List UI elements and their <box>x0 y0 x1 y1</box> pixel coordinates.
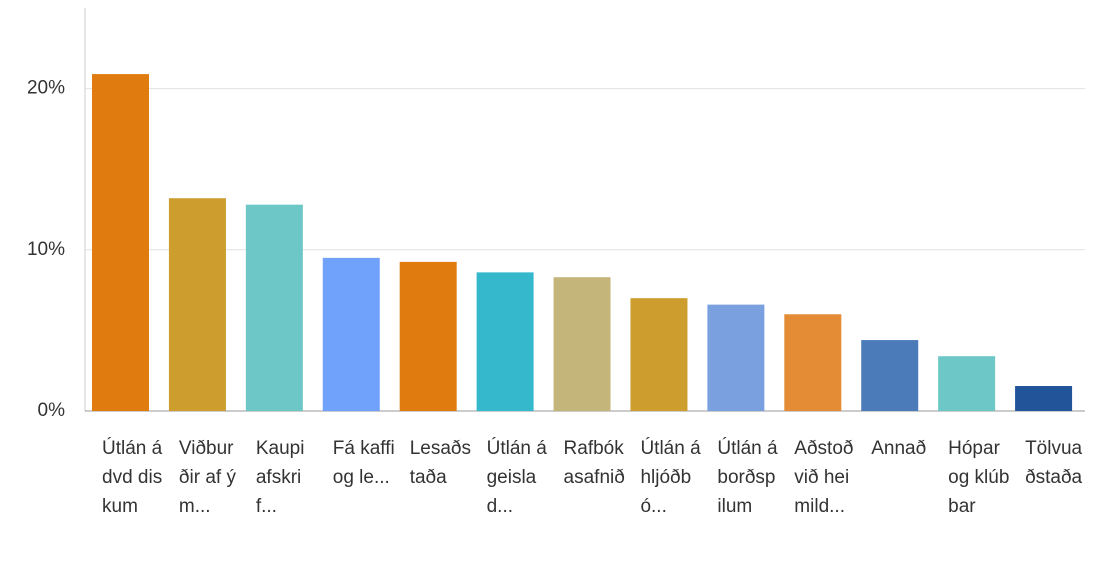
bar <box>399 261 457 411</box>
x-tick-label: Viðburðir af ým... <box>178 438 236 517</box>
x-tick-label: Tölvuaðstaða <box>1025 438 1083 488</box>
y-tick-label: 10% <box>27 239 65 260</box>
x-tick-label: Fá kaffi og le... <box>332 438 395 488</box>
bar <box>784 314 842 411</box>
bar <box>553 277 611 411</box>
bar <box>630 298 688 411</box>
x-tick-label: Hópar og klúbbar <box>948 438 1010 517</box>
bar <box>92 74 149 411</box>
y-tick-label: 20% <box>27 78 65 99</box>
bar <box>1015 386 1073 411</box>
x-tick-label: Aðstoð við heimild... <box>794 438 854 517</box>
bar <box>245 204 303 411</box>
y-tick-label: 0% <box>38 400 66 421</box>
x-tick-label: Útlán á borðspilum <box>717 438 778 517</box>
bar <box>861 340 919 411</box>
x-tick-label: Lesaðstaða <box>409 438 471 488</box>
bar <box>168 198 226 411</box>
bar <box>707 304 765 411</box>
bar <box>322 257 380 411</box>
x-tick-label: Útlán á dvd diskum <box>102 438 163 517</box>
bar <box>476 272 534 411</box>
x-tick-label: Rafbókasafnið <box>563 438 625 488</box>
x-tick-label: Útlán á geislad... <box>486 438 547 517</box>
x-tick-label: Annað <box>871 438 927 459</box>
x-tick-label: Útlán á hljóðbó... <box>640 438 701 517</box>
x-tick-label: Kaupi afskrif... <box>255 438 305 517</box>
bar <box>938 356 996 411</box>
